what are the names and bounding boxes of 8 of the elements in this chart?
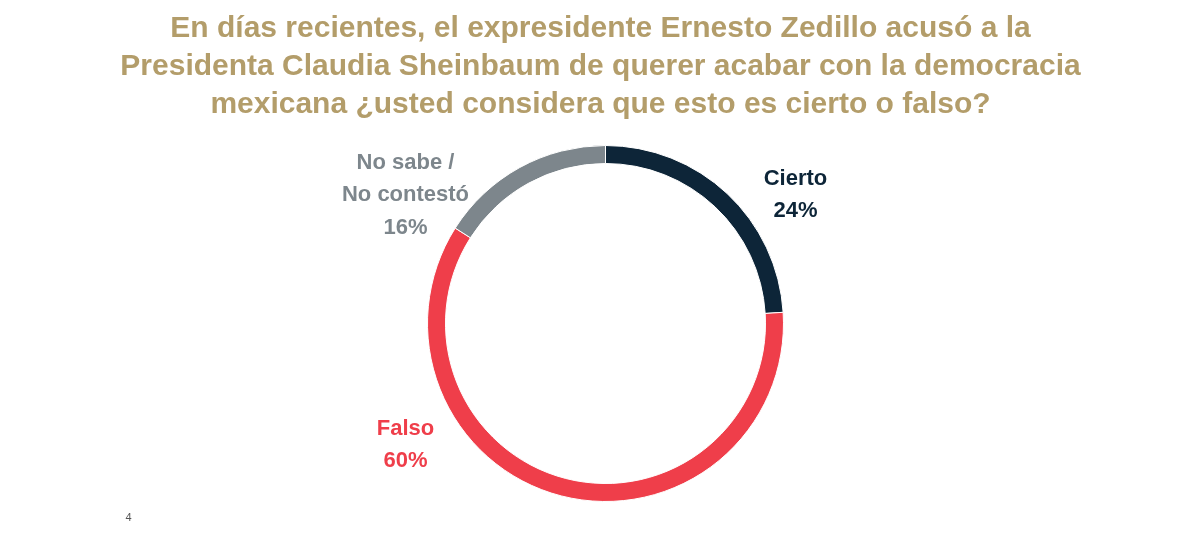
chart-title: En días recientes, el expresidente Ernesto Zedillo acusó a la Presidenta Claudia Sheinbaum de querer acabar con la democracia mexicana ¿usted considera que esto es cierto o falso? [120,10,1081,119]
slice-label: Falso [376,414,435,440]
data-label: 24% [773,197,818,223]
data-label: 16% [383,213,428,239]
slice-label: Cierto [763,164,828,190]
data-label: 60% [383,447,428,473]
text: 4 [125,510,132,523]
slice-label: No sabe / No contestó [341,148,470,206]
